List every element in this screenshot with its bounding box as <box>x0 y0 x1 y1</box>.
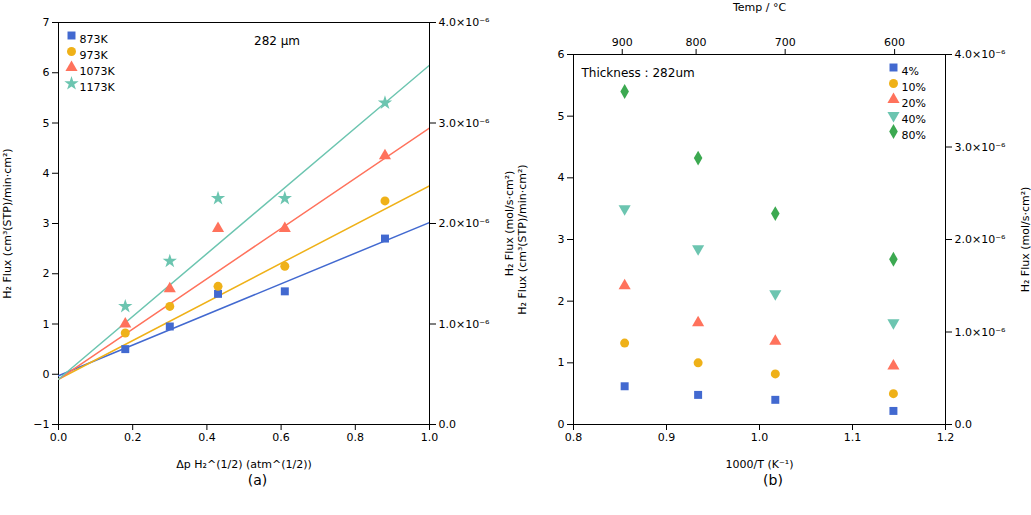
svg-text:1: 1 <box>558 356 565 369</box>
svg-text:1073K: 1073K <box>80 65 116 78</box>
svg-text:Temp / °C: Temp / °C <box>732 1 787 14</box>
svg-text:1.0×10⁻⁶: 1.0×10⁻⁶ <box>955 326 1007 339</box>
svg-text:600: 600 <box>884 36 905 49</box>
svg-text:1.0: 1.0 <box>421 431 439 444</box>
svg-text:700: 700 <box>775 36 796 49</box>
svg-text:1.0: 1.0 <box>751 431 769 444</box>
svg-text:H₂ Flux (cm³(STP)/min·cm²): H₂ Flux (cm³(STP)/min·cm²) <box>516 164 529 314</box>
svg-text:3.0×10⁻⁶: 3.0×10⁻⁶ <box>955 141 1007 154</box>
svg-text:40%: 40% <box>902 113 926 126</box>
svg-text:20%: 20% <box>902 97 926 110</box>
svg-text:0.2: 0.2 <box>124 431 142 444</box>
svg-text:H₂ Flux (mol/s·cm²): H₂ Flux (mol/s·cm²) <box>1019 187 1031 293</box>
svg-text:5: 5 <box>43 117 50 130</box>
svg-text:973K: 973K <box>80 49 109 62</box>
svg-text:H₂ Flux (mol/s·cm²): H₂ Flux (mol/s·cm²) <box>503 171 516 277</box>
svg-text:2: 2 <box>558 295 565 308</box>
html-text:(b): (b) <box>763 472 783 488</box>
svg-text:0.0: 0.0 <box>439 418 457 431</box>
svg-text:2: 2 <box>43 267 50 280</box>
svg-text:800: 800 <box>686 36 707 49</box>
svg-text:10%: 10% <box>902 81 926 94</box>
svg-text:3.0×10⁻⁶: 3.0×10⁻⁶ <box>439 117 491 130</box>
svg-text:0.0: 0.0 <box>50 431 68 444</box>
svg-text:−1: −1 <box>33 418 49 431</box>
svg-text:5: 5 <box>558 110 565 123</box>
svg-text:3: 3 <box>43 217 50 230</box>
svg-text:4: 4 <box>558 171 565 184</box>
svg-text:873K: 873K <box>80 33 109 46</box>
svg-text:1: 1 <box>43 318 50 331</box>
svg-text:Thickness : 282um: Thickness : 282um <box>581 66 695 80</box>
svg-text:1.0×10⁻⁶: 1.0×10⁻⁶ <box>439 318 491 331</box>
svg-text:2.0×10⁻⁶: 2.0×10⁻⁶ <box>439 217 491 230</box>
svg-text:4%: 4% <box>902 65 919 78</box>
svg-text:80%: 80% <box>902 129 926 142</box>
svg-text:1.2: 1.2 <box>937 431 955 444</box>
svg-text:2.0×10⁻⁶: 2.0×10⁻⁶ <box>955 233 1007 246</box>
svg-text:0.9: 0.9 <box>658 431 676 444</box>
svg-text:0.4: 0.4 <box>198 431 216 444</box>
svg-text:900: 900 <box>612 36 633 49</box>
svg-text:1173K: 1173K <box>80 81 116 94</box>
svg-text:4.0×10⁻⁶: 4.0×10⁻⁶ <box>955 48 1007 61</box>
svg-text:1.1: 1.1 <box>844 431 862 444</box>
svg-text:0.8: 0.8 <box>347 431 365 444</box>
svg-text:6: 6 <box>43 66 50 79</box>
svg-text:0: 0 <box>558 418 565 431</box>
svg-text:0.0: 0.0 <box>955 418 973 431</box>
svg-text:282 μm: 282 μm <box>254 34 300 48</box>
svg-text:H₂ Flux (cm³(STP)/min·cm²): H₂ Flux (cm³(STP)/min·cm²) <box>1 148 14 298</box>
svg-text:3: 3 <box>558 233 565 246</box>
html-text:(a): (a) <box>247 472 268 488</box>
svg-text:6: 6 <box>558 48 565 61</box>
svg-text:1000/T (K⁻¹): 1000/T (K⁻¹) <box>726 458 794 471</box>
svg-text:4.0×10⁻⁶: 4.0×10⁻⁶ <box>439 16 491 29</box>
svg-text:7: 7 <box>43 16 50 29</box>
svg-text:0.8: 0.8 <box>565 431 583 444</box>
svg-text:Δp H₂^(1/2) (atm^(1/2)): Δp H₂^(1/2) (atm^(1/2)) <box>176 458 312 471</box>
svg-text:0: 0 <box>43 368 50 381</box>
svg-text:4: 4 <box>43 167 50 180</box>
svg-text:0.6: 0.6 <box>272 431 290 444</box>
